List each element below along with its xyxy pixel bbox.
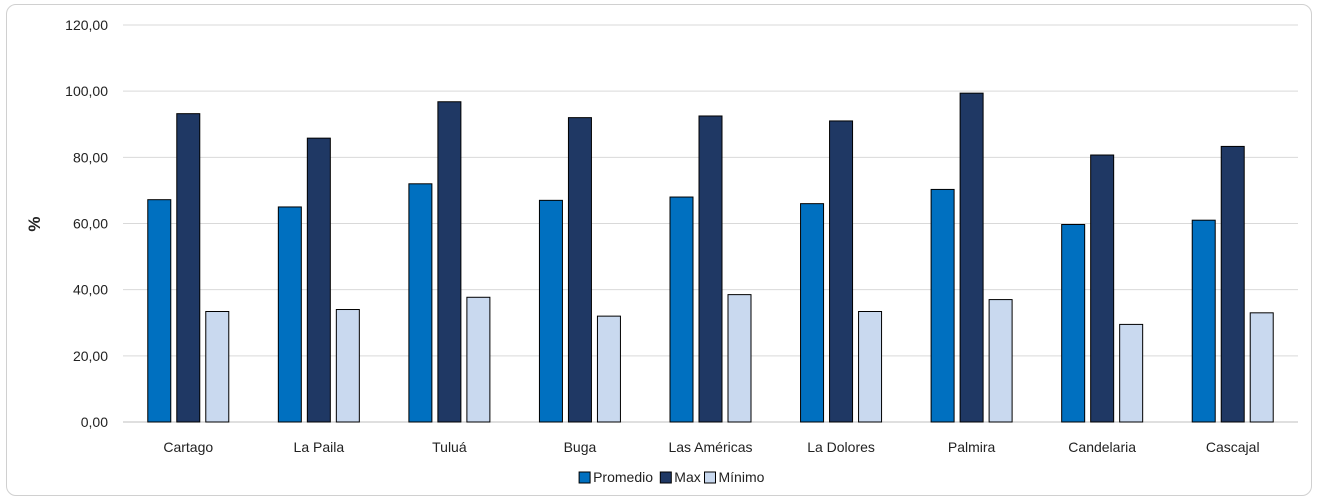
bar-m-nimo-0 [205, 311, 230, 423]
bar-promedio-1 [277, 206, 302, 423]
bar-promedio-2 [408, 183, 433, 423]
x-tick-label: La Dolores [807, 439, 875, 455]
x-axis-ticks: Cartago La Paila Tuluá Buga Las Américas La D… [163, 439, 1259, 455]
bar-promedio-8 [1191, 219, 1216, 423]
bars [147, 92, 1274, 423]
bar-max-3 [567, 117, 592, 423]
bar-m-nimo-4 [727, 294, 752, 423]
x-tick-label: Cartago [163, 439, 213, 455]
legend-label: Promedio [593, 469, 653, 485]
bar-m-nimo-6 [988, 299, 1013, 423]
x-tick-label: Palmira [948, 439, 996, 455]
bar-max-2 [437, 101, 462, 423]
y-tick-label: 60,00 [73, 216, 108, 232]
bar-promedio-3 [538, 199, 563, 423]
legend-swatch [704, 471, 716, 484]
bar-m-nimo-7 [1119, 323, 1144, 423]
x-tick-label: Las Américas [668, 439, 752, 455]
legend-label: Mínimo [719, 469, 765, 485]
bar-m-nimo-8 [1249, 312, 1274, 423]
bar-promedio-4 [669, 196, 694, 423]
bar-max-5 [829, 120, 854, 423]
x-tick-label: Candelaria [1068, 439, 1136, 455]
bar-max-4 [698, 115, 723, 423]
bar-max-1 [306, 137, 331, 423]
y-tick-label: 40,00 [73, 282, 108, 298]
y-tick-label: 80,00 [73, 149, 108, 165]
y-axis-ticks: 0,00 20,00 40,00 60,00 80,00 100,00 120,00 [65, 17, 108, 430]
y-tick-label: 0,00 [81, 414, 108, 430]
bar-m-nimo-2 [466, 296, 491, 423]
bar-m-nimo-3 [596, 315, 621, 423]
bar-m-nimo-5 [858, 311, 883, 423]
bar-promedio-0 [147, 199, 172, 423]
bar-m-nimo-1 [335, 309, 360, 423]
bar-max-0 [176, 113, 201, 423]
x-tick-label: La Paila [294, 439, 345, 455]
bar-max-8 [1220, 145, 1245, 423]
bar-max-7 [1090, 154, 1115, 423]
legend: Promedio Max Mínimo [578, 469, 765, 485]
bar-max-6 [959, 92, 984, 423]
y-tick-label: 100,00 [65, 83, 108, 99]
legend-swatch [578, 471, 591, 484]
x-tick-label: Buga [564, 439, 597, 455]
y-tick-label: 20,00 [73, 348, 108, 364]
x-tick-label: Tuluá [432, 439, 467, 455]
legend-swatch [659, 471, 672, 484]
legend-label: Max [674, 469, 700, 485]
bar-promedio-7 [1061, 223, 1086, 423]
y-tick-label: 120,00 [65, 17, 108, 33]
x-tick-label: Cascajal [1206, 439, 1260, 455]
y-axis-title: % [25, 216, 44, 231]
bar-promedio-6 [930, 188, 955, 423]
bar-promedio-5 [800, 203, 825, 423]
